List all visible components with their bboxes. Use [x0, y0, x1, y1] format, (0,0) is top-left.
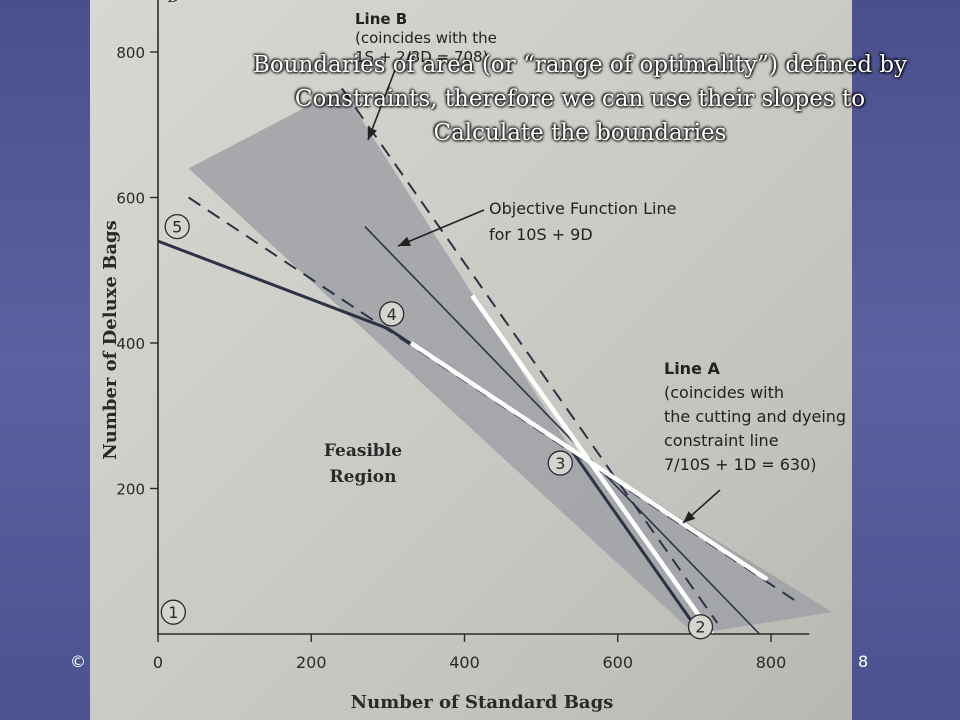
annotation-arrowhead-3 — [683, 511, 696, 523]
x-tick-label: 600 — [602, 653, 633, 672]
corner-point-2-label: 2 — [695, 618, 705, 637]
feasible-region-label: Region — [330, 467, 397, 487]
y-tick-label: 200 — [116, 481, 145, 499]
annotation-3-line-4: constraint line — [664, 431, 779, 450]
x-tick-label: 0 — [153, 653, 163, 672]
corner-point-1-circle — [160, 599, 186, 625]
corner-point-2-circle — [687, 614, 714, 640]
annotation-3-line-2: (coincides with — [664, 383, 784, 402]
overlay-caption: Boundaries of area (or “range of optimal… — [252, 52, 908, 146]
series-line-3 — [341, 87, 719, 624]
annotation-arrowhead-1 — [367, 127, 377, 140]
corner-point-3-label: 3 — [555, 454, 565, 473]
x-tick-label: 200 — [296, 653, 327, 672]
x-tick-label: 400 — [449, 653, 480, 672]
annotation-2-line-1: Objective Function Line — [489, 199, 676, 218]
annotation-arrow-2 — [397, 209, 485, 247]
y-tick-label: 600 — [116, 190, 145, 208]
corner-point-5-circle — [164, 213, 190, 240]
x-tick-label: 800 — [756, 653, 787, 672]
slide-number: 8 — [858, 652, 869, 671]
annotation-3-line-1: Line A — [664, 359, 720, 378]
y-tick-label: 400 — [116, 335, 145, 353]
y-tick-label: 800 — [116, 44, 145, 62]
corner-point-5-label: 5 — [172, 218, 182, 237]
series-line-4 — [364, 226, 761, 635]
y-axis-label: Number of Deluxe Bags — [100, 220, 121, 459]
x-axis-label: Number of Standard Bags — [351, 692, 614, 713]
corner-point-1-label: 1 — [168, 603, 178, 622]
annotation-3-line-5: 7/10S + 1D = 630) — [664, 455, 817, 474]
corner-point-4-circle — [379, 301, 405, 327]
annotation-arrowhead-2 — [398, 236, 411, 246]
annotation-1-line-3: 1S + 2/3D = 708) — [355, 48, 488, 66]
annotation-1-line-2: (coincides with the — [355, 29, 497, 47]
y-axis-top-label: D — [167, 0, 180, 6]
copyright-symbol: © — [70, 652, 86, 671]
annotation-2-line-2: for 10S + 9D — [489, 225, 593, 244]
corner-point-3-circle — [547, 450, 573, 476]
shaded-optimality-region — [188, 88, 833, 634]
series-line-6 — [470, 294, 714, 636]
corner-point-4-label: 4 — [387, 305, 397, 324]
annotation-1-line-1: Line B — [355, 10, 407, 28]
feasible-region-label: Feasible — [324, 441, 402, 461]
annotation-3-line-3: the cutting and dyeing — [664, 407, 846, 426]
annotation-arrow-1 — [367, 69, 396, 141]
